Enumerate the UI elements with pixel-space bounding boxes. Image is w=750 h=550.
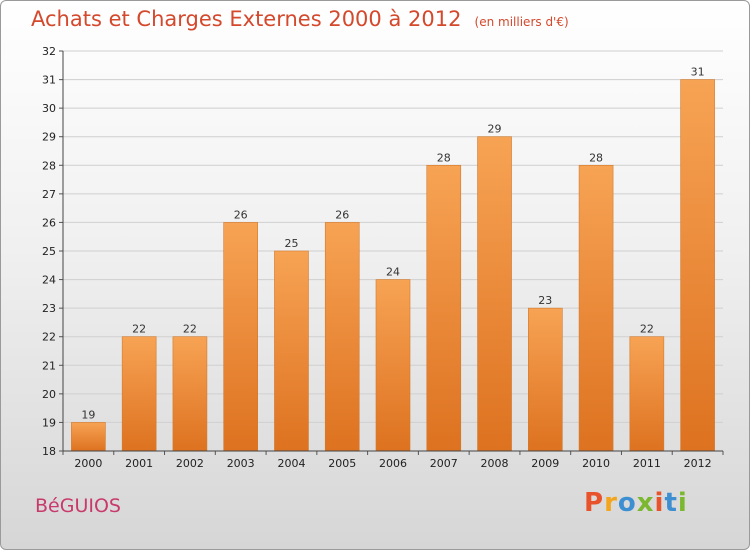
logo-letter: x <box>636 488 655 518</box>
y-axis-ticks: 18 19 20 21 22 23 24 25 26 27 28 29 30 31 32 <box>42 45 63 458</box>
x-tick-label: 2007 <box>430 457 458 470</box>
y-tick-label: 30 <box>42 102 56 115</box>
title-row: Achats et Charges Externes 2000 à 2012 (… <box>31 7 569 31</box>
chart-title: Achats et Charges Externes 2000 à 2012 <box>31 7 462 31</box>
x-tick-label: 2011 <box>633 457 661 470</box>
y-tick-label: 26 <box>42 216 56 229</box>
x-tick-label: 2004 <box>277 457 305 470</box>
bar <box>426 164 462 452</box>
y-tick-label: 24 <box>42 274 56 287</box>
y-tick-label: 22 <box>42 331 56 344</box>
y-tick-label: 21 <box>42 359 56 372</box>
proxiti-logo: Proxiti <box>584 488 688 518</box>
bars <box>71 79 715 452</box>
y-tick-label: 18 <box>42 445 56 458</box>
y-tick-label: 32 <box>42 45 56 58</box>
data-label: 28 <box>589 151 603 164</box>
bar <box>274 250 309 452</box>
x-tick-label: 2010 <box>582 457 610 470</box>
bar <box>477 136 512 452</box>
bar <box>172 336 208 452</box>
logo-letter: t <box>664 488 678 518</box>
x-tick-label: 2012 <box>684 457 712 470</box>
data-label: 23 <box>538 294 552 307</box>
logo-letter: i <box>654 488 665 518</box>
bar <box>324 222 360 452</box>
bar <box>375 279 411 452</box>
bar <box>223 222 258 452</box>
logo-letter: o <box>617 488 637 518</box>
data-label: 22 <box>183 323 197 336</box>
data-label: 28 <box>437 151 451 164</box>
y-tick-label: 29 <box>42 131 56 144</box>
bar <box>629 336 665 452</box>
y-tick-label: 28 <box>42 159 56 172</box>
data-label: 29 <box>488 123 502 136</box>
x-tick-label: 2001 <box>125 457 153 470</box>
data-label: 26 <box>335 208 349 221</box>
x-tick-label: 2002 <box>176 457 204 470</box>
bar <box>680 79 715 452</box>
logo-letter: i <box>677 488 688 518</box>
x-tick-label: 2008 <box>481 457 509 470</box>
data-label: 25 <box>284 237 298 250</box>
commune-name: BéGUIOS <box>35 495 121 517</box>
data-label: 26 <box>234 208 248 221</box>
x-tick-label: 2005 <box>328 457 356 470</box>
data-label: 22 <box>640 323 654 336</box>
data-label: 31 <box>691 66 705 79</box>
data-label: 22 <box>132 323 146 336</box>
bar <box>528 307 563 452</box>
x-tick-label: 2000 <box>74 457 102 470</box>
x-tick-label: 2009 <box>531 457 559 470</box>
y-tick-label: 23 <box>42 302 56 315</box>
y-tick-label: 20 <box>42 388 56 401</box>
y-tick-label: 25 <box>42 245 56 258</box>
y-tick-label: 31 <box>42 74 56 87</box>
bar <box>71 422 106 452</box>
y-tick-label: 19 <box>42 416 56 429</box>
bar <box>578 164 614 452</box>
bar <box>121 336 157 452</box>
data-labels: 19 22 22 26 25 26 24 28 29 23 28 22 31 <box>81 66 704 422</box>
data-label: 19 <box>81 408 95 421</box>
y-tick-label: 27 <box>42 188 56 201</box>
x-tick-label: 2006 <box>379 457 407 470</box>
x-tick-label: 2003 <box>227 457 255 470</box>
chart-unit: (en milliers d'€) <box>474 15 569 29</box>
data-label: 24 <box>386 266 400 279</box>
logo-letter: r <box>604 488 618 518</box>
x-axis-ticks: 2000 2001 2002 2003 2004 2005 2006 2007 2008 2009… <box>62 451 724 470</box>
logo-letter: P <box>584 488 605 518</box>
